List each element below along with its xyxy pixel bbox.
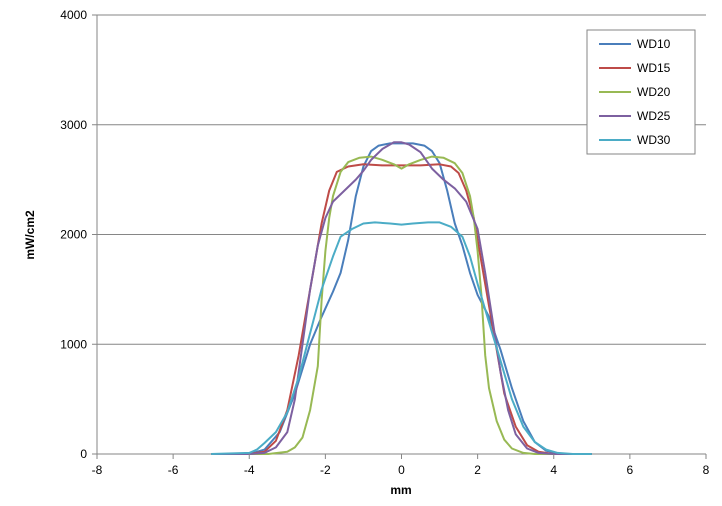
- series-line-wd20: [211, 155, 592, 455]
- series-line-wd25: [211, 141, 592, 455]
- gridlines: [97, 14, 706, 345]
- x-tick-label: 0: [398, 463, 405, 477]
- x-tick-label: -6: [168, 463, 179, 477]
- legend-label: WD30: [637, 133, 671, 147]
- y-axis-ticks: 0 1000 2000 3000 4000: [60, 8, 97, 461]
- x-tick-label: 4: [550, 463, 557, 477]
- y-axis-title: mW/cm2: [23, 210, 37, 260]
- x-tick-label: -8: [92, 463, 103, 477]
- x-tick-label: 8: [703, 463, 710, 477]
- legend-label: WD15: [637, 61, 671, 75]
- legend: WD10 WD15 WD20 WD25 WD30: [586, 29, 696, 155]
- x-tick-label: 2: [474, 463, 481, 477]
- series-lines: [211, 141, 592, 455]
- series-line-wd15: [211, 163, 592, 455]
- y-tick-label: 2000: [60, 228, 87, 242]
- legend-label: WD20: [637, 85, 671, 99]
- series-line-wd10: [211, 142, 592, 455]
- y-tick-label: 4000: [60, 8, 87, 22]
- legend-label: WD10: [637, 37, 671, 51]
- x-tick-label: 6: [627, 463, 634, 477]
- y-tick-label: 1000: [60, 337, 87, 351]
- x-axis-title: mm: [390, 483, 411, 497]
- series-line-wd30: [211, 221, 592, 455]
- y-tick-label: 3000: [60, 118, 87, 132]
- x-axis-ticks: -8 -6 -4 -2 0 2 4 6 8: [92, 454, 710, 477]
- x-tick-label: -2: [320, 463, 331, 477]
- y-tick-label: 0: [80, 447, 87, 461]
- legend-label: WD25: [637, 109, 671, 123]
- x-tick-label: -4: [244, 463, 255, 477]
